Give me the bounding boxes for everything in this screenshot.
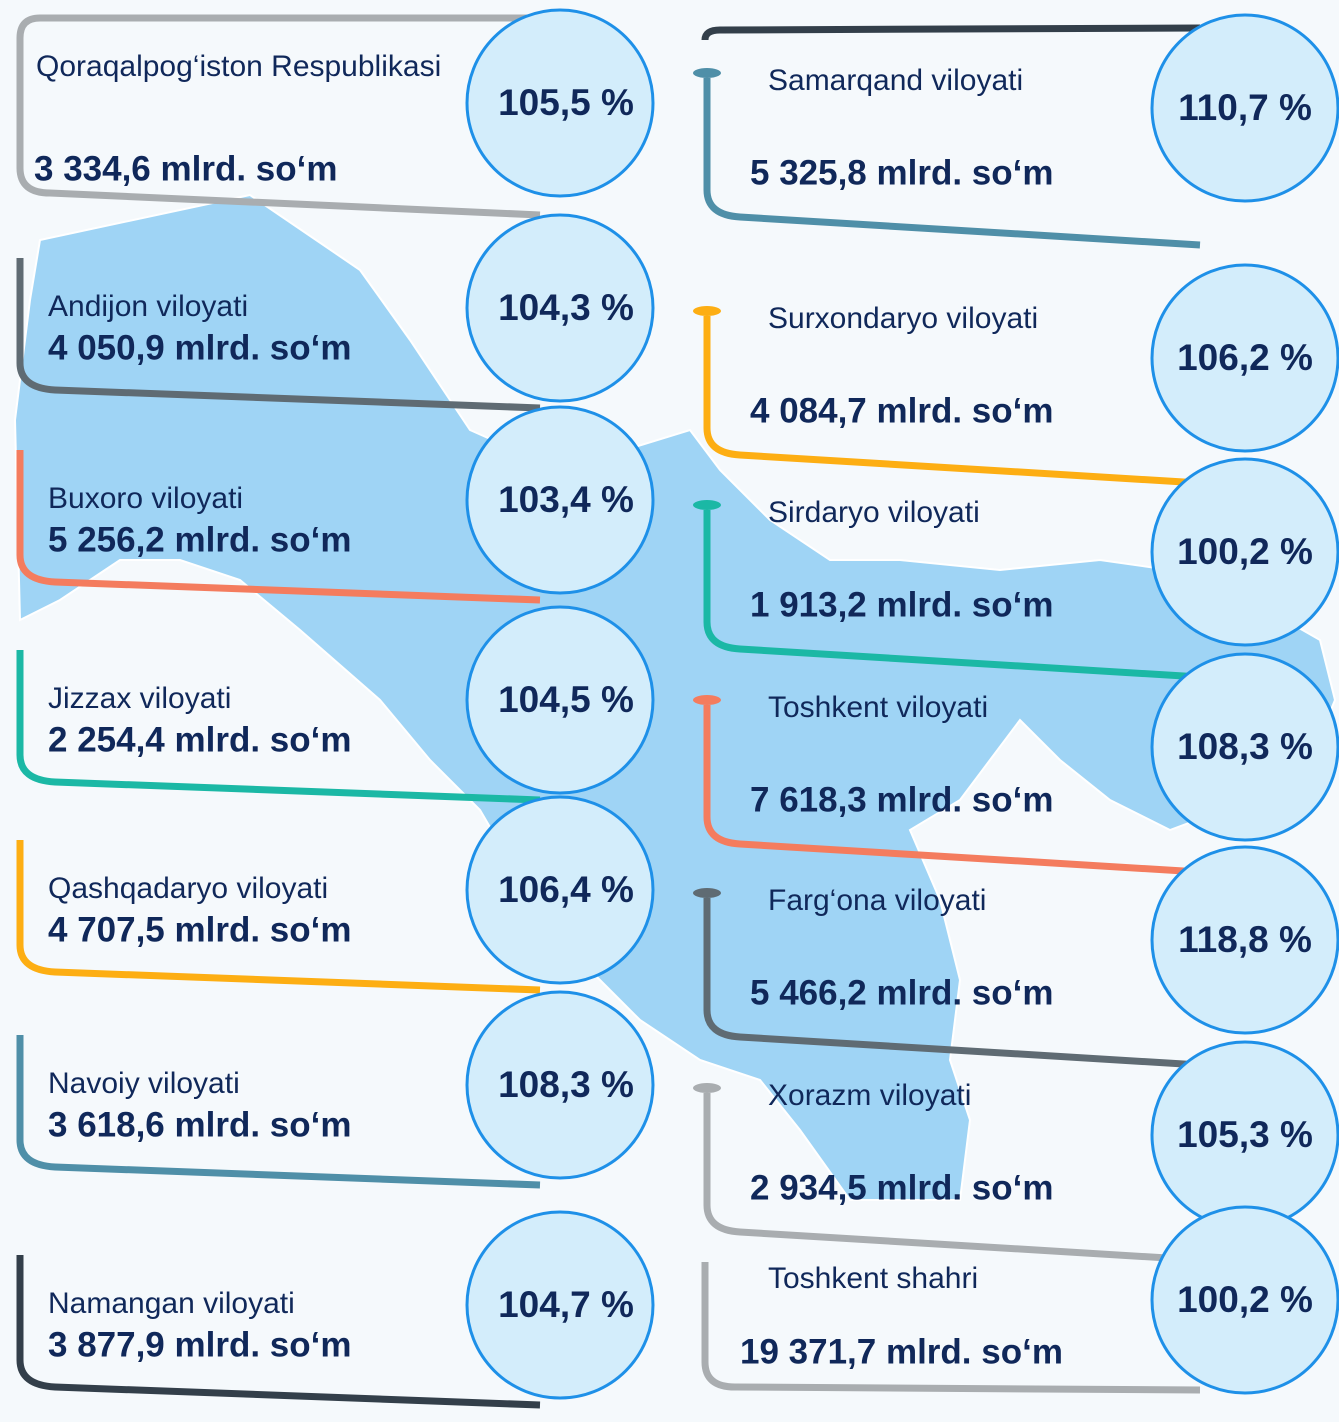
percent: 104,5 % xyxy=(498,679,634,720)
region-name: Buxoro viloyati xyxy=(48,482,243,515)
bracket xyxy=(703,78,1201,249)
bracket xyxy=(16,650,541,804)
cap xyxy=(693,500,721,510)
region-amount: 5 466,2 mlrd. so‘m xyxy=(750,973,1053,1012)
percent: 104,7 % xyxy=(498,1284,634,1325)
region-name: Qashqadaryo viloyati xyxy=(48,872,328,905)
bracket xyxy=(703,705,1201,876)
percent-circle xyxy=(465,605,655,795)
percent-circle xyxy=(1150,13,1339,203)
region-name: Qoraqalpog‘iston Respublikasi xyxy=(36,50,441,83)
percent: 100,2 % xyxy=(1177,531,1313,572)
region-amount: 2 254,4 mlrd. so‘m xyxy=(48,720,351,759)
percent: 104,3 % xyxy=(498,287,634,328)
region-amount: 4 050,9 mlrd. so‘m xyxy=(48,328,351,367)
map xyxy=(13,193,1337,1201)
region-name: Surxondaryo viloyati xyxy=(768,302,1038,335)
bracket xyxy=(703,316,1201,487)
percent-circle xyxy=(1150,845,1339,1035)
percent-circle xyxy=(465,8,655,198)
region-amount: 5 256,2 mlrd. so‘m xyxy=(48,520,351,559)
percent: 110,7 % xyxy=(1178,87,1312,128)
region-name: Toshkent viloyati xyxy=(768,691,988,724)
percent: 106,4 % xyxy=(498,869,634,910)
percent-circle xyxy=(465,990,655,1180)
region-name: Samarqand viloyati xyxy=(768,64,1023,97)
region-name: Xorazm viloyati xyxy=(768,1079,971,1112)
cap xyxy=(693,695,721,705)
region-amount: 2 934,5 mlrd. so‘m xyxy=(750,1168,1053,1207)
cap xyxy=(693,306,721,316)
bracket xyxy=(703,898,1201,1069)
bracket xyxy=(16,450,541,604)
region-name: Sirdaryo viloyati xyxy=(768,496,980,529)
region-name: Navoiy viloyati xyxy=(48,1067,240,1100)
region-amount: 1 913,2 mlrd. so‘m xyxy=(750,585,1053,624)
percent: 108,3 % xyxy=(498,1064,634,1105)
region-name: Namangan viloyati xyxy=(48,1287,295,1320)
percent-circle xyxy=(1150,652,1339,842)
bracket xyxy=(703,1093,1201,1264)
bracket xyxy=(16,1255,541,1409)
region-amount: 3 618,6 mlrd. so‘m xyxy=(48,1105,351,1144)
region-amount: 5 325,8 mlrd. so‘m xyxy=(750,153,1053,192)
region-name: Andijon viloyati xyxy=(48,290,248,323)
percent: 100,2 % xyxy=(1177,1279,1313,1320)
cap xyxy=(693,1083,721,1093)
percent-circle xyxy=(465,795,655,985)
region-amount: 4 707,5 mlrd. so‘m xyxy=(48,910,351,949)
percent-circle xyxy=(465,213,655,403)
percent: 108,3 % xyxy=(1177,726,1313,767)
region-amount: 19 371,7 mlrd. so‘m xyxy=(740,1332,1063,1371)
region-name: Farg‘ona viloyati xyxy=(768,884,986,917)
region-amount: 7 618,3 mlrd. so‘m xyxy=(750,780,1053,819)
percent: 105,3 % xyxy=(1177,1114,1313,1155)
bracket xyxy=(16,1035,541,1189)
percent: 106,2 % xyxy=(1177,337,1313,378)
percent-circle xyxy=(465,405,655,595)
percent: 103,4 % xyxy=(498,479,634,520)
percent-circle xyxy=(1150,263,1339,453)
bracket xyxy=(16,258,541,412)
bracket xyxy=(703,510,1201,681)
region-name: Toshkent shahri xyxy=(768,1262,978,1295)
percent-circle xyxy=(1150,457,1339,647)
cap xyxy=(693,68,721,78)
region-amount: 3 877,9 mlrd. so‘m xyxy=(48,1325,351,1364)
percent: 118,8 % xyxy=(1178,919,1312,960)
percent-circle xyxy=(465,1210,655,1400)
bracket xyxy=(16,840,541,994)
region-amount: 3 334,6 mlrd. so‘m xyxy=(34,149,337,188)
region-name: Jizzax viloyati xyxy=(48,682,231,715)
region-amount: 4 084,7 mlrd. so‘m xyxy=(750,391,1053,430)
percent: 105,5 % xyxy=(498,82,634,123)
bracket xyxy=(701,1262,1201,1394)
bracket xyxy=(16,14,541,219)
percent-circle xyxy=(1150,1205,1339,1395)
top-edge xyxy=(701,24,1201,41)
cap xyxy=(693,888,721,898)
